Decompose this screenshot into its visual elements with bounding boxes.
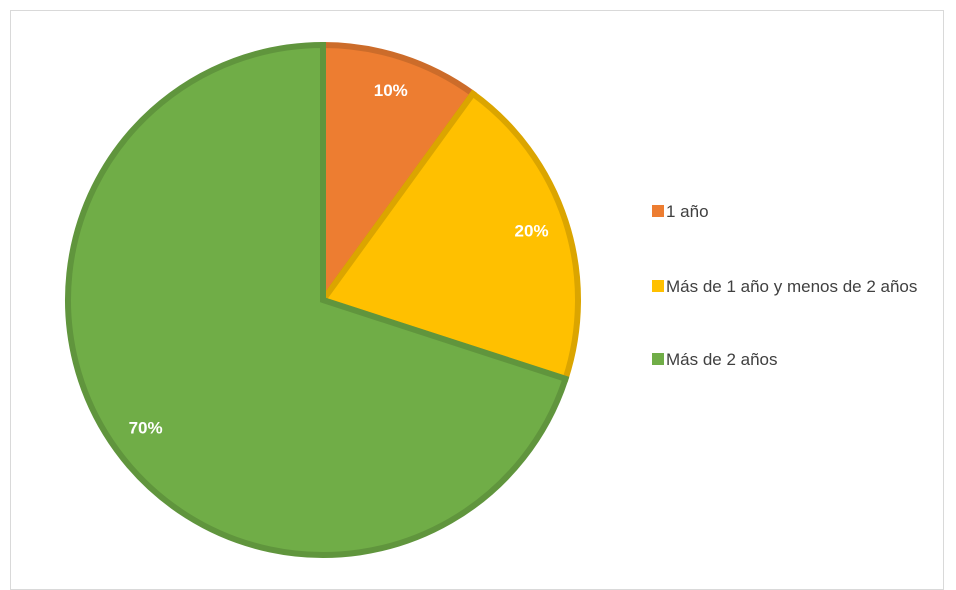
legend-item: 1 año xyxy=(652,200,952,224)
data-label: 20% xyxy=(515,222,549,241)
legend-swatch xyxy=(652,353,664,365)
data-label: 10% xyxy=(374,81,408,100)
legend-swatch xyxy=(652,280,664,292)
legend-item: Más de 1 año y menos de 2 años xyxy=(652,275,952,299)
pie-slice xyxy=(318,89,581,383)
legend-label: Más de 1 año y menos de 2 años xyxy=(666,277,918,296)
pie-slice xyxy=(320,41,478,310)
legend-item: Más de 2 años xyxy=(652,348,952,372)
legend-label: Más de 2 años xyxy=(666,350,778,369)
legend-label: 1 año xyxy=(666,202,709,221)
pie-slice xyxy=(65,41,570,558)
legend-swatch xyxy=(652,205,664,217)
data-label: 70% xyxy=(129,418,163,437)
